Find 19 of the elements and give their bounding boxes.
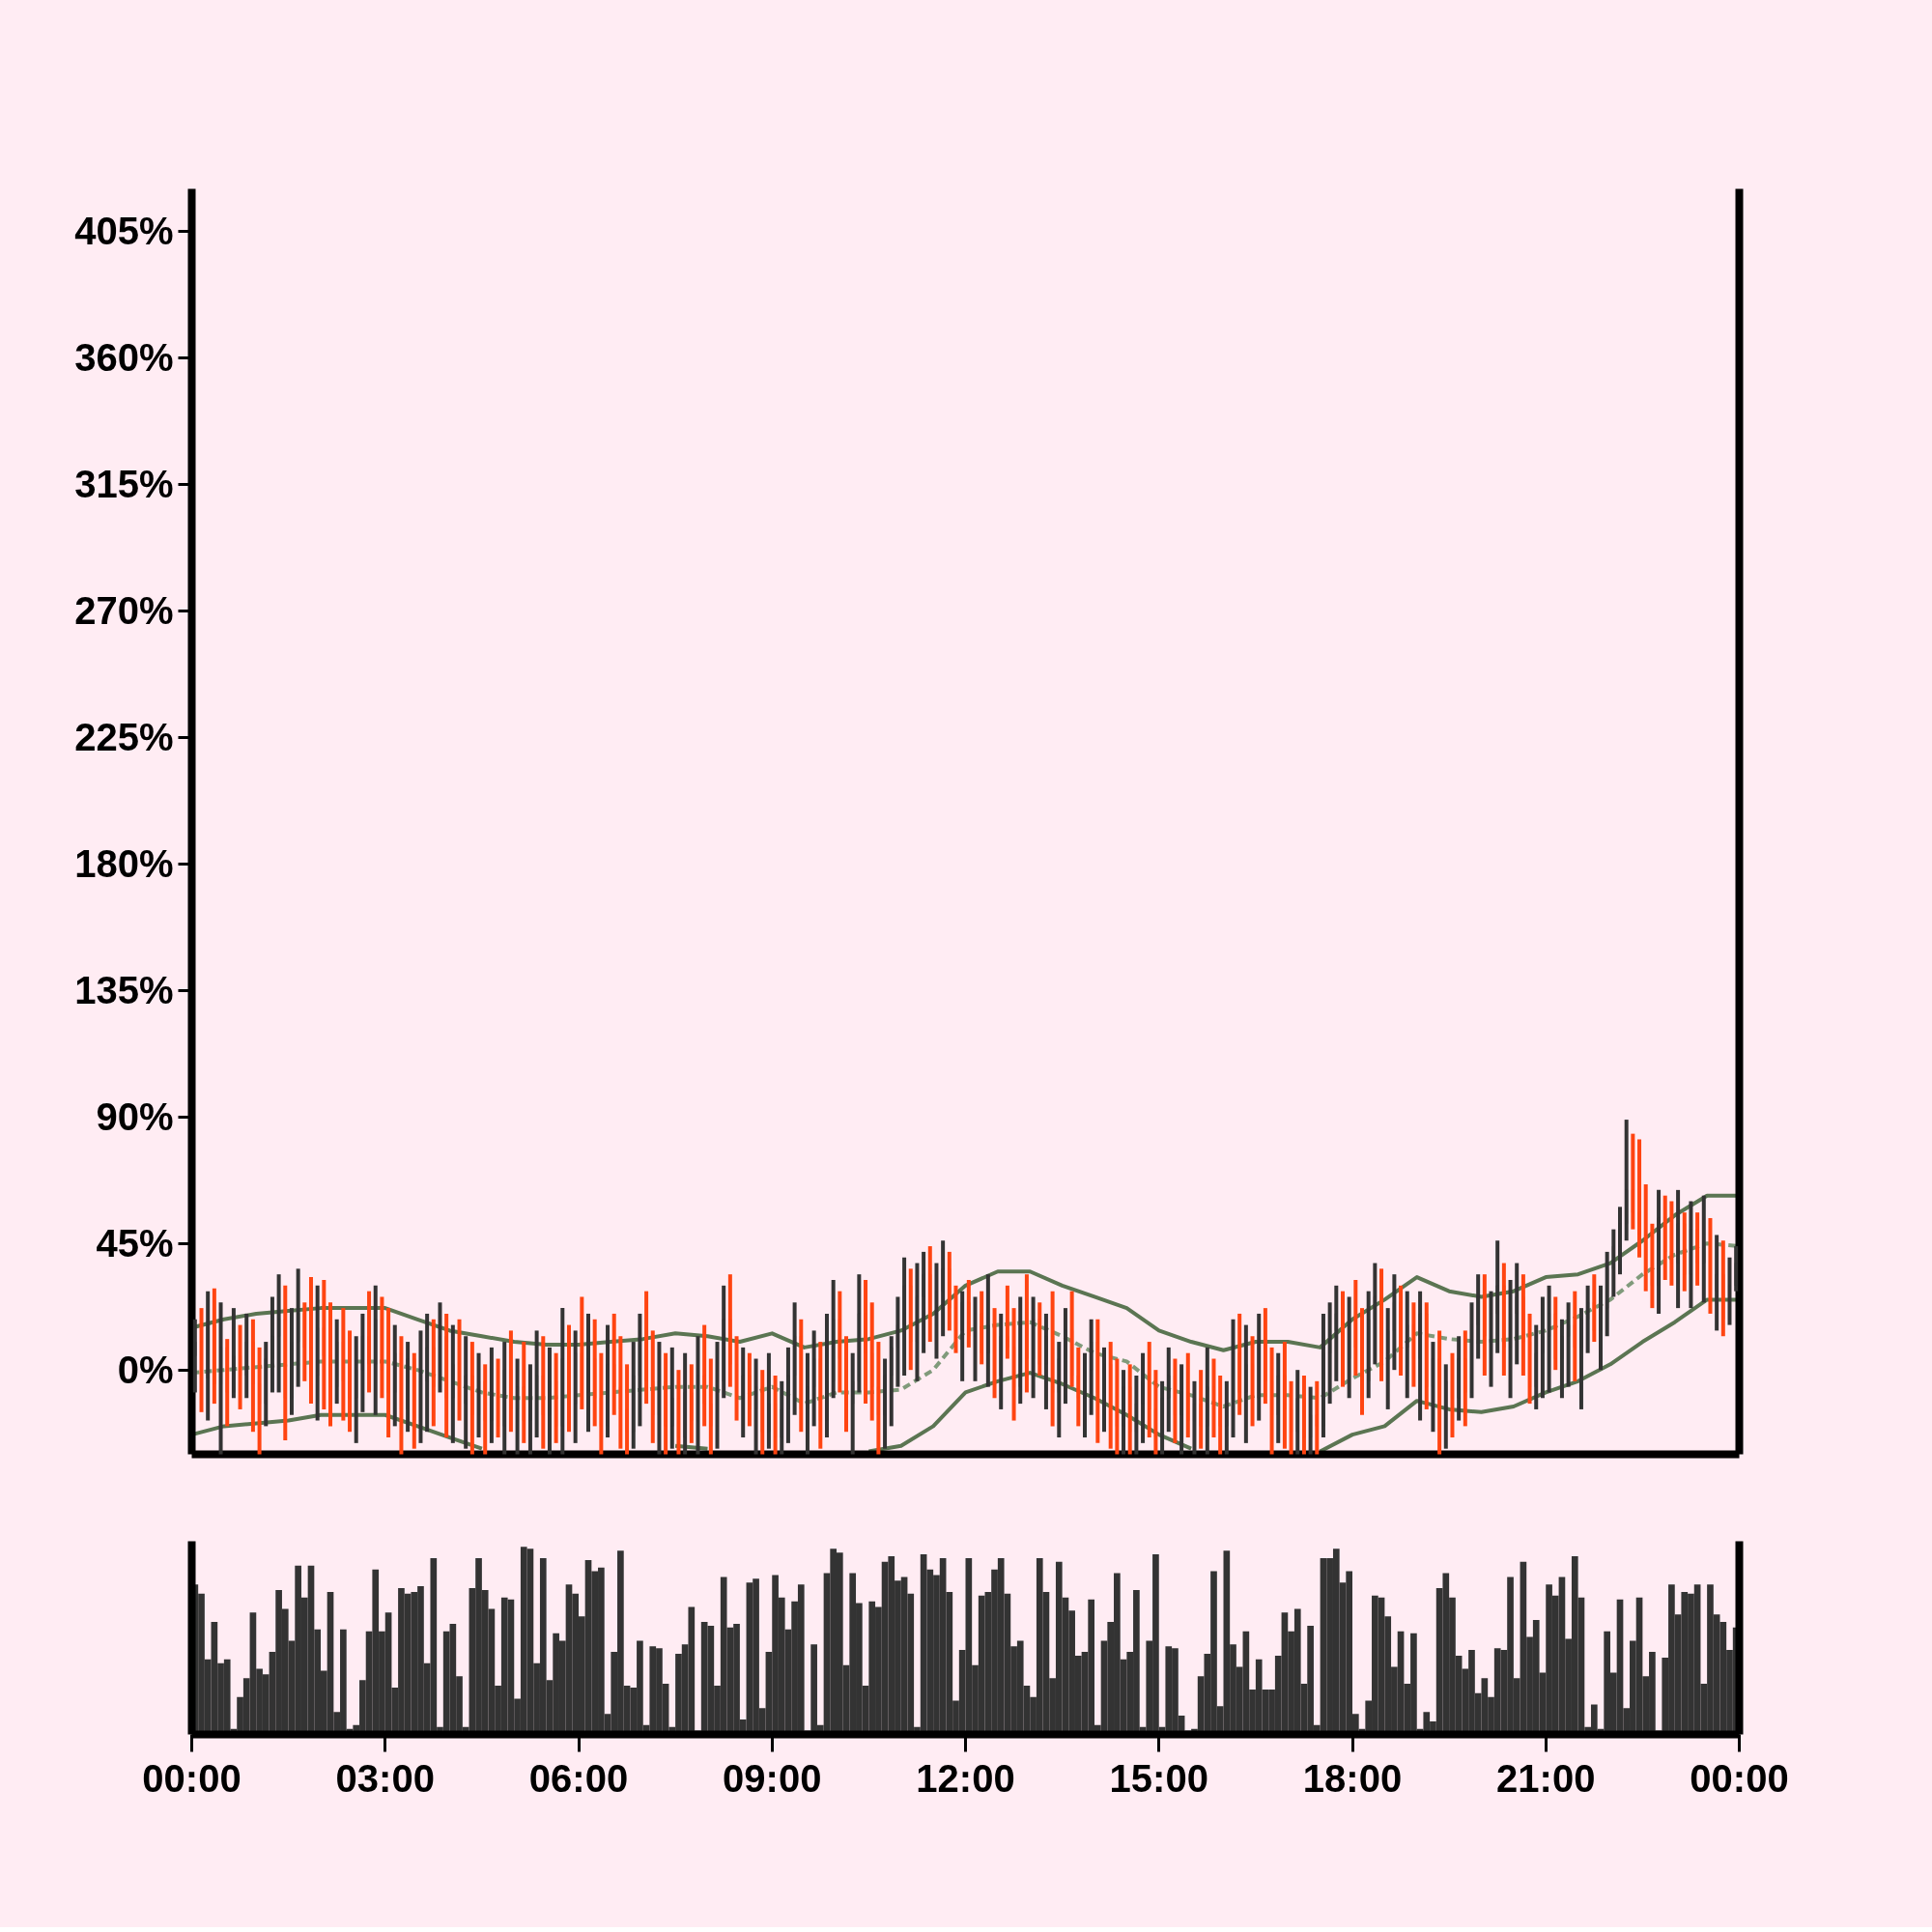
- x-tick-label: 00:00: [142, 1756, 242, 1800]
- y-tick-label: 405%: [74, 210, 174, 253]
- y-tick-label: 315%: [74, 463, 174, 506]
- x-tick-label: 15:00: [1109, 1756, 1208, 1800]
- x-tick-label: 09:00: [723, 1756, 822, 1800]
- y-tick-label: 45%: [96, 1222, 174, 1265]
- y-tick-label: 90%: [96, 1095, 174, 1139]
- x-tick-label: 03:00: [335, 1756, 435, 1800]
- y-tick-label: 225%: [74, 716, 174, 759]
- y-tick-label: 135%: [74, 969, 174, 1012]
- x-tick-label: 12:00: [916, 1756, 1015, 1800]
- x-tick-label: 21:00: [1496, 1756, 1596, 1800]
- x-tick-label: 00:00: [1690, 1756, 1789, 1800]
- y-tick-label: 270%: [74, 589, 174, 633]
- x-tick-label: 06:00: [528, 1756, 629, 1800]
- x-tick-label: 18:00: [1302, 1756, 1403, 1800]
- y-tick-label: 180%: [74, 842, 174, 886]
- y-tick-label: 360%: [74, 336, 174, 380]
- y-tick-label: 0%: [117, 1349, 174, 1392]
